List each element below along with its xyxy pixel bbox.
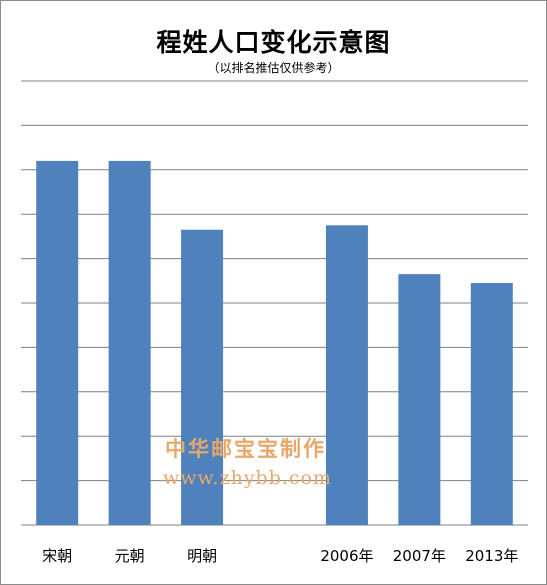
x-tick-label: 宋朝 bbox=[42, 547, 72, 565]
chart-subtitle: （以排名推估仅供参考） bbox=[207, 61, 340, 75]
x-tick-label: 2006年 bbox=[320, 547, 373, 565]
watermark-url: www.zhybb.com bbox=[163, 467, 333, 489]
x-tick-label: 2013年 bbox=[465, 547, 518, 565]
x-tick-label: 明朝 bbox=[187, 547, 217, 565]
x-tick-label: 2007年 bbox=[393, 547, 446, 565]
bar bbox=[181, 229, 224, 526]
x-tick-label: 元朝 bbox=[115, 547, 145, 565]
bar bbox=[325, 225, 368, 526]
chart-title: 程姓人口变化示意图 bbox=[156, 28, 391, 57]
watermark-text: 中华邮宝宝制作 bbox=[165, 437, 326, 461]
bar bbox=[36, 160, 79, 526]
bar bbox=[398, 274, 441, 525]
bar bbox=[108, 160, 151, 526]
bar bbox=[470, 283, 513, 525]
